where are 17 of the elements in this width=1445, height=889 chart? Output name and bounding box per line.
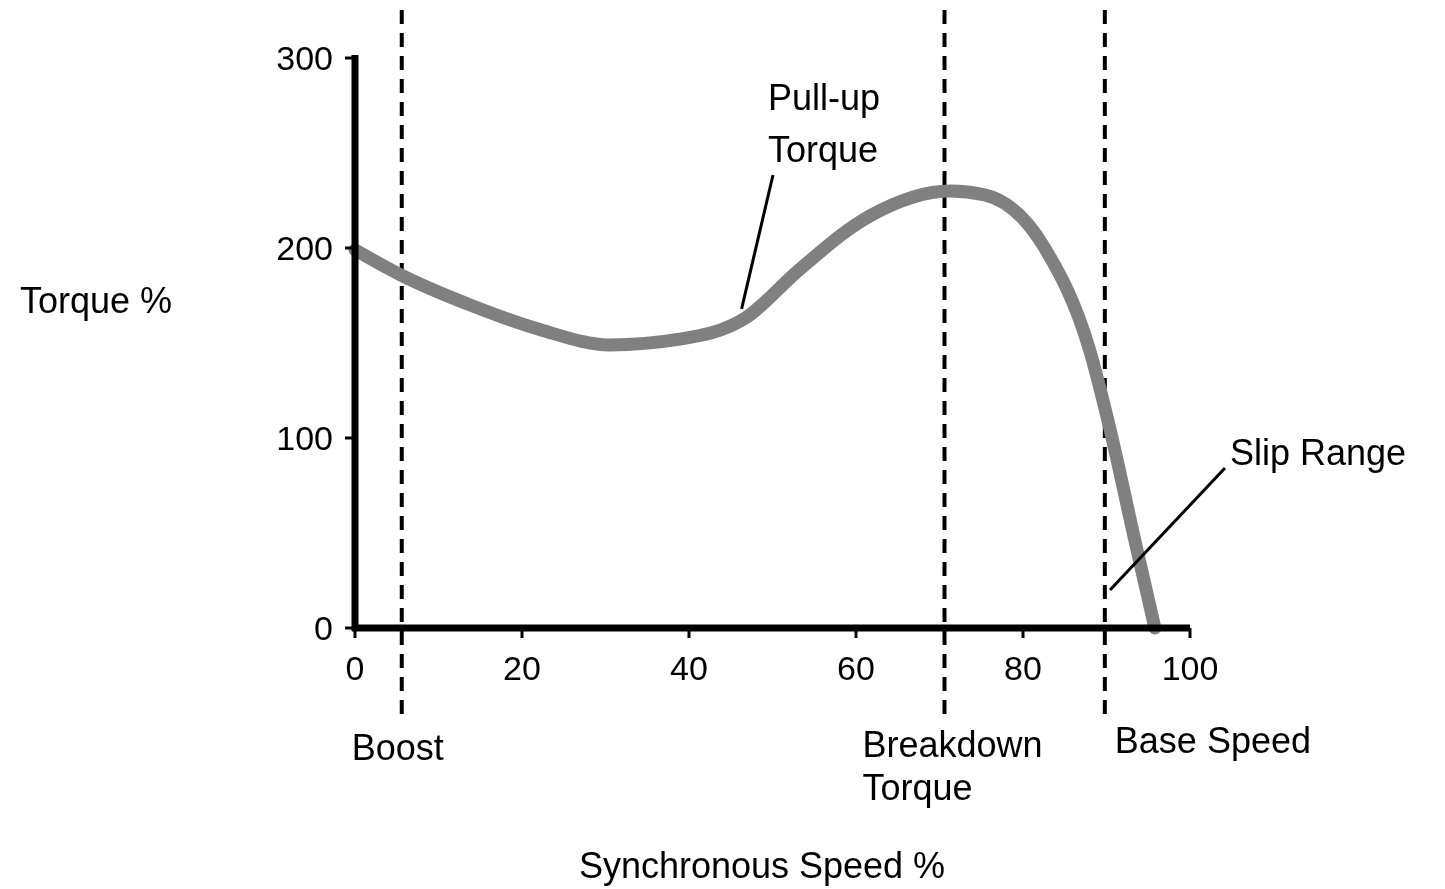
x-tick-label: 60: [837, 649, 875, 687]
x-tick-label: 0: [345, 649, 365, 687]
y-tick-label: 0: [314, 609, 333, 647]
annotation: Pull-up Torque: [768, 77, 881, 170]
x-tick-label: 40: [670, 649, 708, 687]
ref-line-label: Base Speed: [1114, 720, 1311, 761]
y-tick-label: 200: [276, 229, 333, 267]
x-tick-label: 80: [1004, 649, 1042, 687]
y-tick-label: 100: [276, 419, 333, 457]
ref-line-label: Breakdown Torque: [862, 724, 1043, 808]
x-tick-label: 100: [1161, 649, 1219, 687]
y-tick-label: 300: [276, 39, 333, 77]
x-axis-title: Synchronous Speed %: [578, 845, 946, 886]
x-tick-label: 20: [503, 649, 541, 687]
text: Slip Range: [1230, 432, 1407, 473]
y-axis-title: Torque %: [20, 280, 173, 321]
ref-line-label: Boost: [351, 727, 444, 768]
